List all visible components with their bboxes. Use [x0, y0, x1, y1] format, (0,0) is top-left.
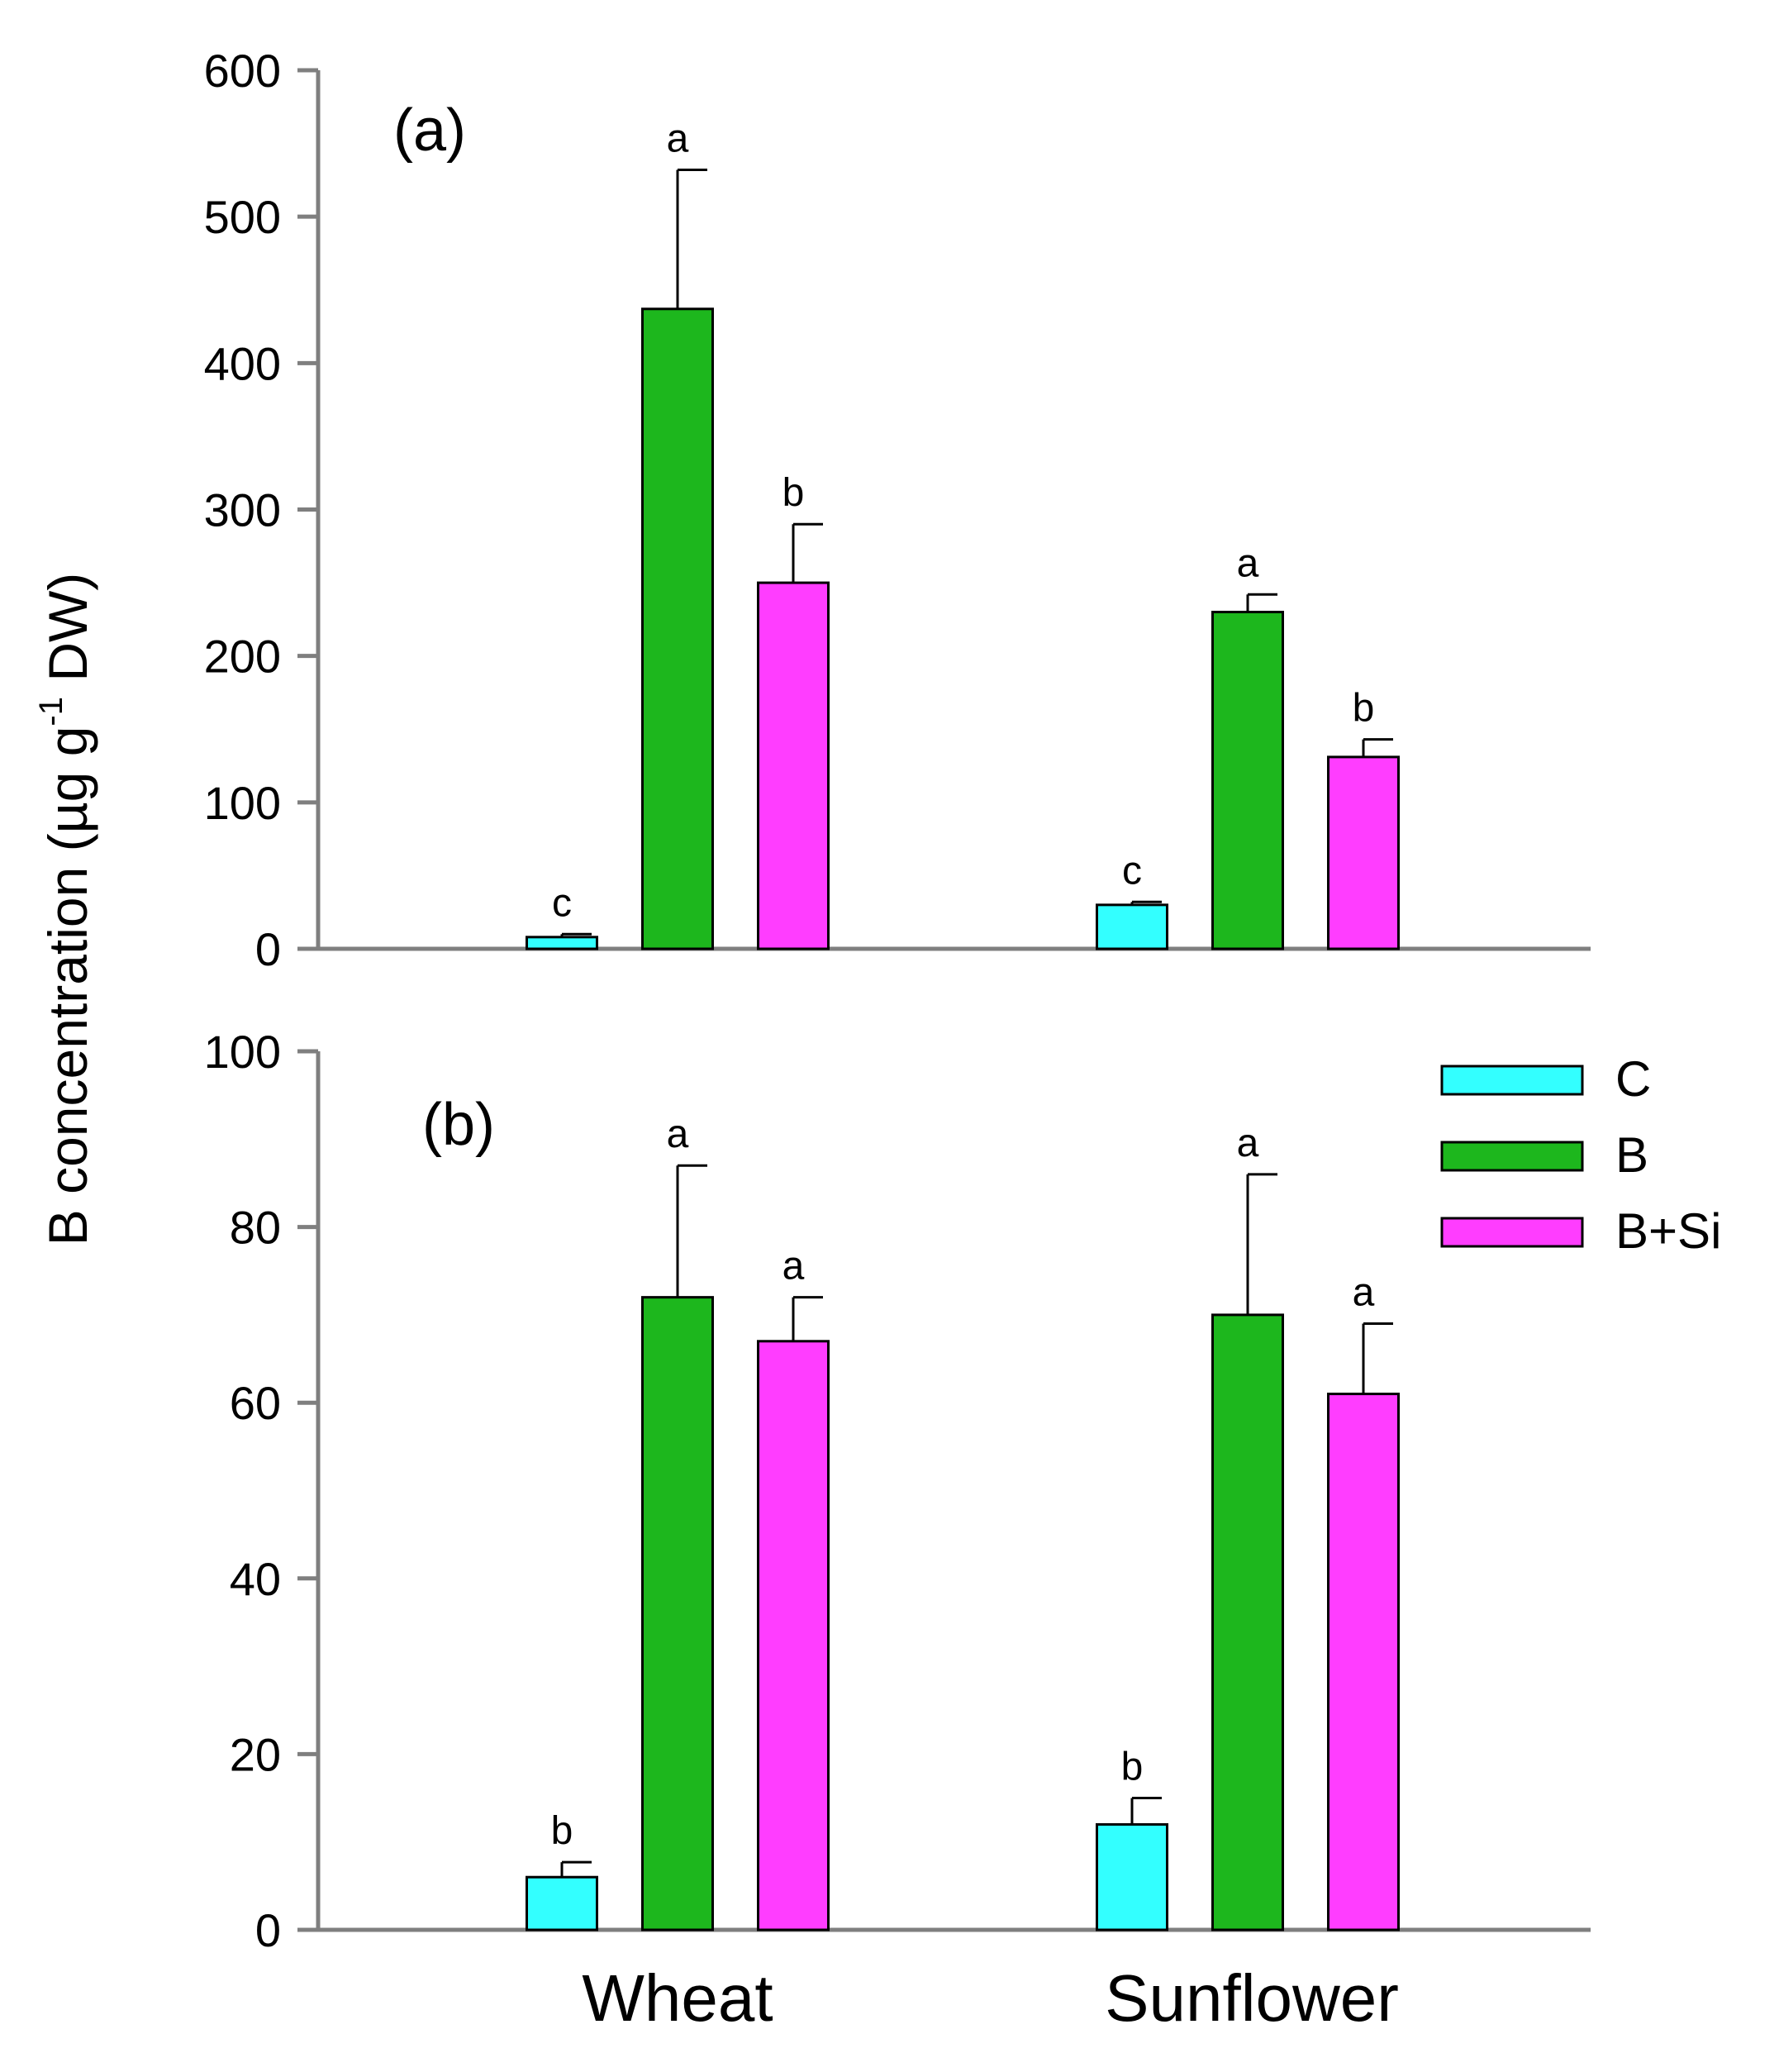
significance-letter: b [551, 1809, 573, 1853]
y-tick-label: 500 [204, 191, 281, 243]
y-tick-label: 100 [204, 777, 281, 829]
y-tick-label: 0 [255, 1904, 281, 1956]
legend-label: B [1615, 1127, 1648, 1183]
bar-sunflower-c [1096, 903, 1168, 950]
y-tick-label: 40 [230, 1553, 281, 1605]
bar-sunflower-b [1211, 611, 1284, 950]
y-tick-label: 60 [230, 1377, 281, 1429]
significance-letter: b [1353, 687, 1375, 731]
legend-swatch-b [1440, 1141, 1584, 1172]
legend-label: C [1615, 1051, 1651, 1107]
significance-letter: a [1237, 1122, 1259, 1165]
significance-letter: a [782, 1245, 805, 1288]
significance-letter: a [667, 117, 689, 160]
significance-letter: a [1353, 1271, 1375, 1315]
y-axis-label-main: B concentration (µg g [37, 726, 98, 1246]
x-label-wheat: Wheat [582, 1961, 773, 2035]
significance-letter: c [1122, 849, 1142, 893]
significance-letter: b [782, 471, 805, 515]
bar-sunflower-b [1211, 1313, 1284, 1931]
bar-wheat-c [526, 1875, 598, 1931]
bar-sunflower-c [1096, 1822, 1168, 1931]
y-tick-label: 200 [204, 631, 281, 683]
significance-letter: a [667, 1112, 689, 1156]
bar-wheat-bsi [757, 581, 830, 950]
panel-b: 0 20 40 60 80 100 (b) b a a b a a [204, 1026, 1591, 1956]
bar-wheat-c [526, 936, 598, 950]
legend-label: B+Si [1615, 1203, 1721, 1259]
panel-label: (b) [422, 1092, 495, 1158]
bar-wheat-b [641, 1296, 714, 1931]
significance-letter: c [552, 881, 572, 925]
significance-letter: a [1237, 541, 1259, 585]
y-tick-label: 400 [204, 337, 281, 389]
bar-sunflower-bsi [1327, 1393, 1400, 1931]
y-tick-label: 300 [204, 484, 281, 536]
bar-wheat-bsi [757, 1340, 830, 1931]
legend-swatch-bsi [1440, 1217, 1584, 1248]
y-axis-label-sup: -1 [33, 697, 69, 726]
bar-wheat-b [641, 307, 714, 950]
y-axis-label-tail: DW) [37, 573, 98, 697]
panel-label: (a) [393, 98, 466, 164]
y-tick-label: 600 [204, 45, 281, 97]
legend: CB B+Si [1440, 1051, 1721, 1259]
y-tick-label: 100 [204, 1026, 281, 1078]
x-label-sunflower: Sunflower [1105, 1961, 1399, 2035]
panel-a: 0 100 200 300 400 500 600 (a) c a b c a b [204, 45, 1591, 975]
y-tick-label: 80 [230, 1202, 281, 1254]
bar-sunflower-bsi [1327, 755, 1400, 950]
y-axis-label: B concentration (µg g-1 DW) [33, 573, 98, 1246]
legend-swatch-c [1440, 1065, 1584, 1096]
significance-letter: b [1121, 1746, 1144, 1789]
y-tick-label: 0 [255, 923, 281, 975]
y-tick-label: 20 [230, 1728, 281, 1780]
